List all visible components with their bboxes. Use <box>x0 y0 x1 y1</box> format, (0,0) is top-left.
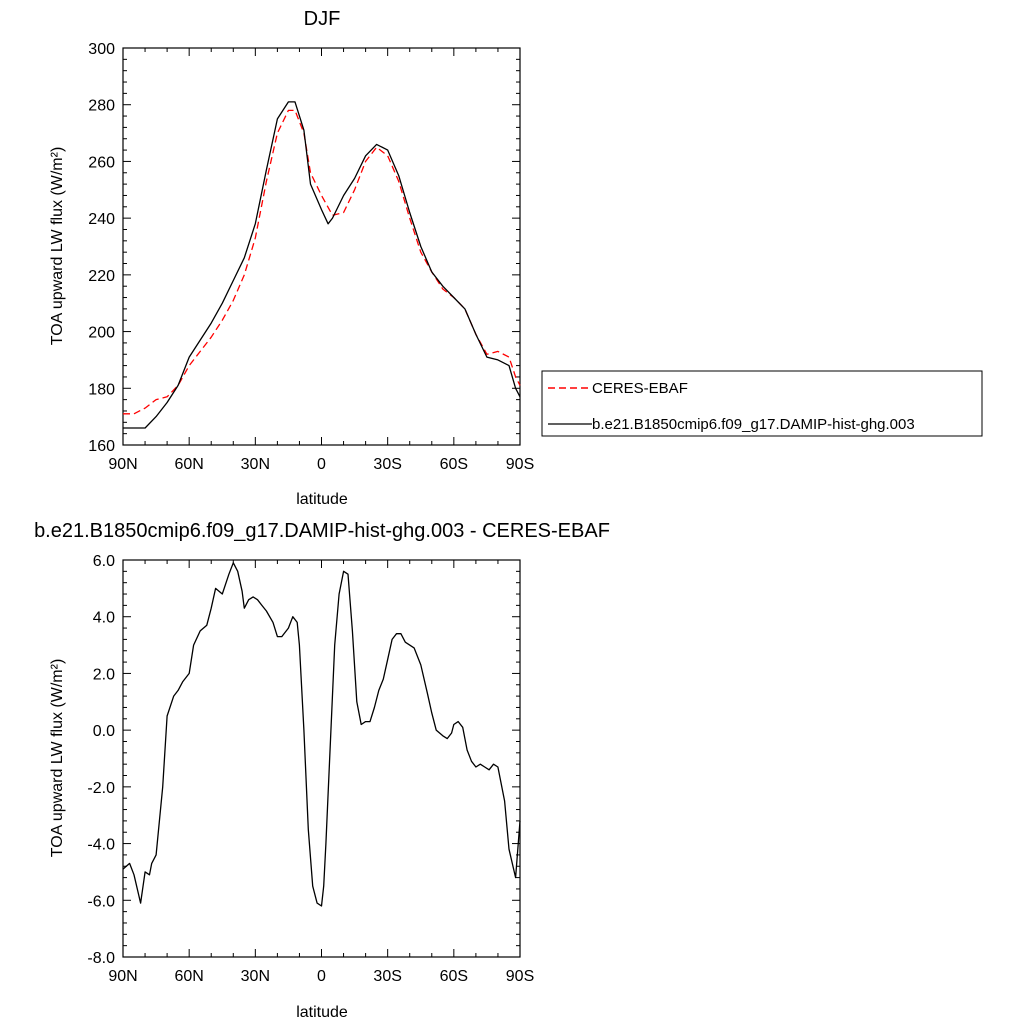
bottom-series-group <box>122 562 521 907</box>
legend-ceres-label: CERES-EBAF <box>592 380 688 397</box>
top-series-group <box>123 101 521 429</box>
top-x-tick-label: 0 <box>317 456 326 473</box>
bottom-x-tick-label: 30S <box>373 968 401 985</box>
top-x-tick-label: 30S <box>373 456 401 473</box>
top-x-tick-label: 90N <box>108 456 137 473</box>
bottom-x-tick-label: 60N <box>174 968 203 985</box>
bottom-panel-title: b.e21.B1850cmip6.f09_g17.DAMIP-hist-ghg.… <box>34 520 610 542</box>
top-y-axis-label: TOA upward LW flux (W/m²) <box>49 147 66 346</box>
bottom-x-tick-label: 90N <box>108 968 137 985</box>
top-y-tick-label: 200 <box>88 325 115 342</box>
bottom-y-tick-label: -6.0 <box>87 893 115 910</box>
top-x-tick-label: 60N <box>174 456 203 473</box>
bottom-y-tick-label: 2.0 <box>93 666 115 683</box>
top-series-line-1 <box>123 101 521 429</box>
top-series-line-0 <box>123 109 521 415</box>
bottom-y-tick-label: -4.0 <box>87 837 115 854</box>
top-y-tick-label: 160 <box>88 438 115 455</box>
bottom-x-tick-label: 0 <box>317 968 326 985</box>
bottom-series-line-0 <box>122 562 521 907</box>
bottom-x-tick-label: 90S <box>506 968 534 985</box>
top-x-axis-label: latitude <box>296 491 348 508</box>
bottom-y-tick-label: -8.0 <box>87 950 115 967</box>
bottom-plot-frame <box>122 559 521 958</box>
top-y-tick-label: 300 <box>88 41 115 58</box>
bottom-x-tick-label: 30N <box>241 968 270 985</box>
top-y-tick-label: 260 <box>88 154 115 171</box>
top-x-tick-label: 60S <box>440 456 468 473</box>
top-y-tick-label: 180 <box>88 381 115 398</box>
top-plot-frame <box>122 47 521 446</box>
bottom-x-tick-label: 60S <box>440 968 468 985</box>
bottom-y-tick-label: 4.0 <box>93 610 115 627</box>
top-y-tick-label: 280 <box>88 98 115 115</box>
top-panel: DJF 90N 60N 30N 0 30S 60S 90S 160 180 200 220 240 26… <box>49 8 983 508</box>
bottom-ticks: 90N 60N 30N 0 30S 60S 90S -8.0 -6.0 -4.0 -2.0 0.0 2.… <box>87 553 534 985</box>
bottom-y-axis-label: TOA upward LW flux (W/m²) <box>49 659 66 858</box>
top-y-tick-label: 220 <box>88 268 115 285</box>
bottom-y-tick-label: 0.0 <box>93 723 115 740</box>
bottom-y-tick-label: -2.0 <box>87 780 115 797</box>
top-y-tick-label: 240 <box>88 211 115 228</box>
bottom-x-axis-label: latitude <box>296 1004 348 1021</box>
top-panel-title: DJF <box>304 8 341 30</box>
top-x-tick-label: 90S <box>506 456 534 473</box>
top-x-tick-label: 30N <box>241 456 270 473</box>
bottom-y-tick-label: 6.0 <box>93 553 115 570</box>
legend: CERES-EBAF b.e21.B1850cmip6.f09_g17.DAMI… <box>541 370 983 437</box>
legend-box <box>541 370 983 437</box>
bottom-panel: b.e21.B1850cmip6.f09_g17.DAMIP-hist-ghg.… <box>34 520 610 1021</box>
legend-model-label: b.e21.B1850cmip6.f09_g17.DAMIP-hist-ghg.… <box>592 416 915 433</box>
top-ticks: 90N 60N 30N 0 30S 60S 90S 160 180 200 220 240 260 280… <box>88 41 534 473</box>
